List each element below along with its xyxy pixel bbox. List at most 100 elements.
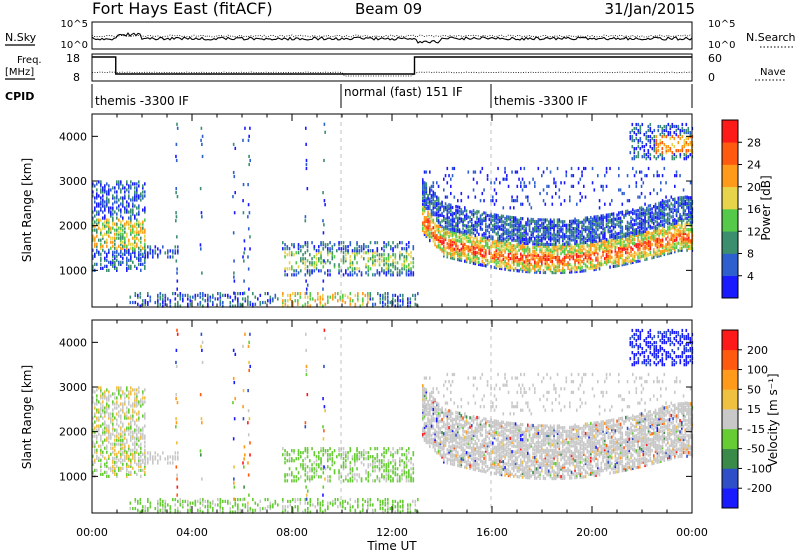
power-cell [632, 232, 634, 236]
power-cell [446, 221, 449, 225]
velocity-cell [96, 440, 98, 444]
power-cell [595, 235, 597, 240]
power-cell [668, 249, 671, 253]
power-cell [542, 244, 545, 248]
power-cell [457, 227, 459, 232]
power-cell [549, 220, 552, 224]
power-cell [649, 247, 652, 251]
power-cell [138, 230, 140, 234]
power-cell [658, 211, 660, 215]
power-cell [579, 269, 582, 273]
power-cell [372, 255, 374, 259]
velocity-cell [108, 404, 110, 408]
power-cell [597, 256, 599, 260]
power-cell [541, 225, 543, 230]
power-cell [534, 229, 536, 233]
power-cell [329, 247, 331, 251]
power-cell [96, 234, 98, 238]
power-cell [478, 244, 480, 248]
power-cell [130, 228, 132, 232]
power-cell [562, 261, 564, 265]
power-cell [412, 245, 415, 249]
power-cell [525, 184, 527, 188]
power-cell [157, 299, 159, 303]
power-cell [583, 269, 585, 273]
power-cell [516, 239, 519, 243]
power-cell [553, 252, 555, 256]
power-cell [581, 233, 583, 237]
power-cell [450, 252, 452, 256]
power-cell [654, 251, 657, 255]
power-cell [632, 228, 634, 233]
power-cell [518, 235, 520, 239]
power-cell [525, 258, 527, 262]
power-cell [331, 245, 334, 249]
power-cell [602, 184, 604, 188]
power-cell [631, 138, 634, 143]
power-cell [471, 221, 473, 226]
power-cell [689, 241, 692, 245]
power-cell [658, 207, 660, 211]
power-cell [252, 291, 254, 296]
power-cell [110, 214, 112, 218]
power-cell [305, 158, 308, 163]
power-cell [432, 211, 435, 215]
power-cell [663, 217, 666, 221]
power-cell [369, 249, 372, 253]
power-cell [647, 232, 650, 236]
power-cell [659, 138, 662, 143]
power-cell [574, 226, 576, 231]
power-cell [686, 203, 688, 207]
power-cell [322, 297, 324, 301]
power-cell [324, 130, 326, 134]
power-cell [471, 212, 473, 216]
power-cell [623, 191, 625, 196]
power-cell [478, 232, 480, 236]
power-cell [483, 231, 485, 236]
power-cell [600, 246, 603, 250]
power-cell [367, 265, 370, 269]
power-cell [544, 220, 547, 224]
power-cell [349, 291, 352, 296]
power-cell [359, 304, 362, 308]
power-cell [247, 302, 249, 306]
power-cell [318, 245, 320, 249]
power-cell [457, 252, 459, 256]
power-cell [136, 182, 138, 186]
power-cell [104, 204, 106, 208]
power-cell [104, 240, 106, 244]
power-cell [140, 222, 142, 226]
power-cell [653, 231, 655, 235]
power-cell [114, 256, 116, 260]
power-cell [685, 153, 688, 157]
power-cell [499, 264, 501, 269]
power-cell [443, 246, 445, 251]
power-cell [521, 202, 524, 206]
power-cell [486, 174, 489, 178]
power-cell [567, 234, 569, 239]
power-cell [551, 254, 554, 258]
power-cell [407, 297, 409, 301]
power-cell [509, 245, 512, 249]
power-cell [410, 261, 412, 265]
power-cell [478, 242, 480, 246]
power-cell [407, 304, 409, 308]
power-cell [432, 220, 435, 224]
velocity-cell [100, 396, 102, 400]
power-cell [514, 253, 517, 258]
power-cell [677, 230, 680, 234]
power-cell [528, 262, 531, 266]
power-cell [674, 197, 676, 201]
power-cell [448, 244, 450, 248]
velocity-cell [124, 396, 126, 400]
power-cell [342, 257, 345, 261]
power-cell [681, 134, 684, 139]
power-cell [583, 246, 585, 250]
power-cell [605, 249, 608, 253]
date-label: 31/Jan/2015 [605, 0, 696, 18]
velocity-cell [130, 436, 132, 440]
velocity-cell [94, 402, 96, 406]
power-cell [500, 250, 503, 254]
velocity-cell [106, 436, 108, 440]
power-cell [667, 201, 669, 205]
